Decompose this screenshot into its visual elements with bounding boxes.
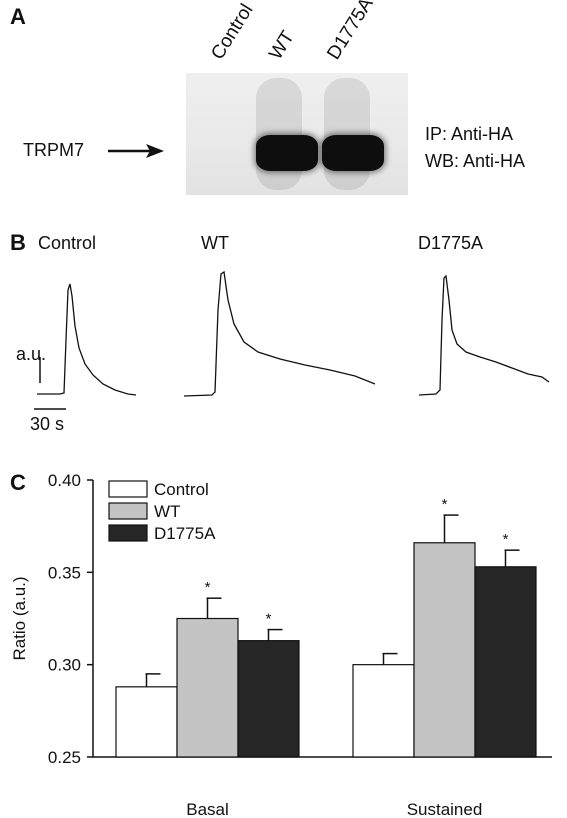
- protein-label: TRPM7: [23, 140, 85, 160]
- arrow-right-icon: [108, 144, 164, 158]
- legend-swatch: [108, 480, 148, 498]
- panel-a-letter: A: [10, 4, 26, 29]
- x-category-label: Sustained: [407, 800, 483, 818]
- significance-marker: *: [205, 579, 211, 596]
- y-tick-label: 0.40: [48, 471, 81, 490]
- significance-marker: *: [442, 496, 448, 513]
- significance-marker: *: [266, 611, 272, 628]
- bar-d1775a-basal: [237, 640, 300, 758]
- panel-b-letter: B: [10, 230, 26, 255]
- trace-d1775a: [418, 274, 550, 396]
- trace-label-d1775a: D1775A: [418, 233, 484, 253]
- trace-control: [37, 283, 137, 396]
- ip-label: IP: Anti-HA: [425, 124, 514, 144]
- x-scale-label: 30 s: [30, 414, 65, 434]
- y-tick-label: 0.35: [48, 563, 81, 582]
- legend-swatch: [108, 502, 148, 520]
- calcium-traces: [34, 270, 550, 410]
- y-tick-label: 0.30: [48, 656, 81, 675]
- legend-label: Control: [154, 480, 209, 499]
- bar-d1775a-sustained: [474, 566, 537, 758]
- significance-marker: *: [503, 531, 509, 548]
- blot-band-d1775a: [322, 135, 384, 171]
- bar-wt-basal: [176, 617, 239, 758]
- trace-label-wt: WT: [201, 233, 229, 253]
- trace-label-control: Control: [38, 233, 97, 253]
- legend-label: WT: [154, 502, 180, 521]
- bar-wt-sustained: [413, 542, 476, 758]
- y-scale-label: a.u.: [16, 344, 47, 364]
- legend-label: D1775A: [154, 524, 216, 543]
- bar-chart: 0.25 0.30 0.35 0.40 Ratio (a.u.) * * Basal * * Sus…: [10, 471, 552, 818]
- bar-control-sustained: [352, 664, 415, 758]
- x-category-label: Basal: [186, 800, 229, 818]
- lane-label-d1775a: D1775A: [323, 0, 378, 64]
- wb-label: WB: Anti-HA: [425, 151, 526, 171]
- panel-c-letter: C: [10, 470, 26, 495]
- lane-label-wt: WT: [265, 27, 299, 64]
- y-axis-label: Ratio (a.u.): [10, 576, 29, 660]
- western-blot-image: [186, 73, 408, 195]
- lane-label-control: Control: [207, 0, 258, 64]
- y-tick-label: 0.25: [48, 748, 81, 767]
- trace-wt: [183, 270, 376, 397]
- blot-band-wt: [256, 135, 318, 171]
- bar-control-basal: [115, 686, 178, 758]
- legend-swatch: [108, 524, 148, 542]
